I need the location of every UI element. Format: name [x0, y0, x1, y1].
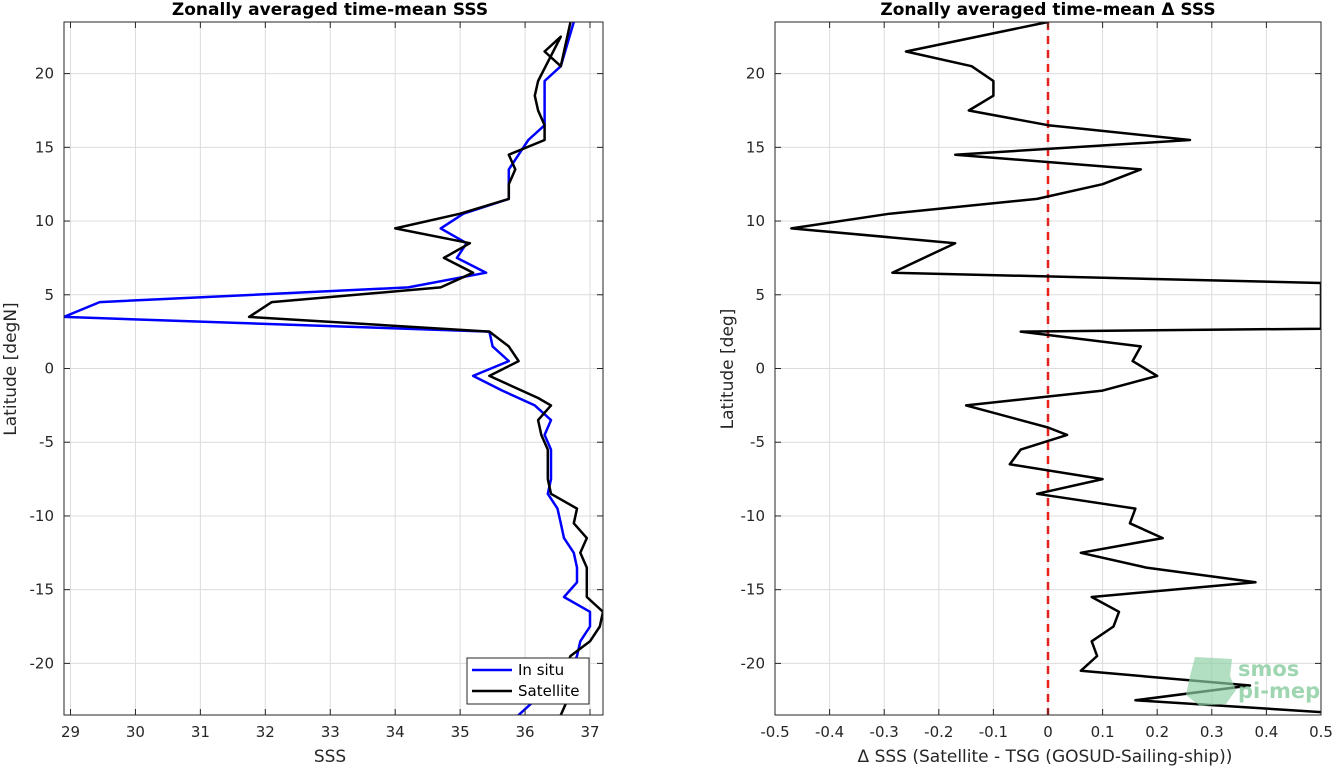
left-y-tick-label: 5 — [44, 286, 54, 304]
right-chart-panel: Zonally averaged time-mean Δ SSS -0.5 -0.… — [718, 0, 1333, 766]
right-x-tick-label: 0.2 — [1145, 723, 1169, 741]
right-y-tick-label: 20 — [746, 65, 765, 83]
left-x-tick-label: 33 — [321, 723, 340, 741]
left-y-tick-label: -5 — [39, 433, 54, 451]
right-x-tick-label: 0.3 — [1200, 723, 1224, 741]
left-x-tick-label: 32 — [256, 723, 275, 741]
left-series-satellite — [247, 22, 603, 715]
left-gridlines — [64, 22, 603, 715]
left-y-tick-label: -10 — [30, 507, 55, 525]
right-x-tick-label: 0.5 — [1309, 723, 1333, 741]
left-y-tick-label: 15 — [35, 138, 54, 156]
right-series-delta-0 — [790, 22, 1321, 714]
right-x-tick-label: 0.1 — [1091, 723, 1115, 741]
logo-line1: smos — [1238, 657, 1299, 681]
smos-pi-mep-logo: smos pi-mep — [1186, 657, 1320, 706]
left-x-tick-label: 35 — [451, 723, 470, 741]
right-y-tick-label: -20 — [741, 654, 766, 672]
right-x-axis-label: Δ SSS (Satellite - TSG (GOSUD-Sailing-sh… — [858, 747, 1233, 766]
right-y-axis-label: Latitude [deg] — [718, 309, 738, 430]
right-x-tick-label: -0.1 — [979, 723, 1008, 741]
left-y-tick-label: -15 — [30, 581, 55, 599]
right-y-tick-label: 0 — [755, 360, 765, 378]
right-x-tick-label: 0 — [1043, 723, 1053, 741]
left-y-tick-label: -20 — [30, 654, 55, 672]
left-x-tick-label: 34 — [386, 723, 405, 741]
logo-map-shape — [1186, 657, 1236, 706]
left-chart-panel: Zonally averaged time-mean SSS 29 30 31 32 3… — [1, 0, 604, 766]
left-y-tick-label: 20 — [35, 65, 54, 83]
left-ticks: 29 30 31 32 33 34 35 36 37 20 15 10 5 0 -5 -10 -15 -20 — [30, 22, 603, 741]
left-y-tick-label: 10 — [35, 212, 54, 230]
left-x-axis-label: SSS — [314, 747, 346, 766]
logo-line2: pi-mep — [1238, 679, 1320, 703]
left-x-tick-label: 36 — [516, 723, 535, 741]
right-x-tick-label: -0.4 — [815, 723, 844, 741]
right-plot-area — [790, 22, 1321, 715]
left-chart-title: Zonally averaged time-mean SSS — [172, 0, 488, 20]
left-x-tick-label: 31 — [191, 723, 210, 741]
left-series-in-situ — [64, 22, 592, 715]
right-x-tick-label: -0.5 — [760, 723, 789, 741]
right-x-tick-label: -0.3 — [870, 723, 899, 741]
left-y-tick-label: 0 — [44, 360, 54, 378]
right-y-tick-label: -15 — [741, 581, 766, 599]
legend-satellite-label: Satellite — [518, 682, 579, 700]
left-x-tick-label: 29 — [61, 723, 80, 741]
right-ticks: -0.5 -0.4 -0.3 -0.2 -0.1 0 0.1 0.2 0.3 0.4 0.5 20 15… — [741, 22, 1333, 741]
left-plot-area — [64, 22, 603, 715]
left-y-axis-label: Latitude [degN] — [1, 302, 21, 435]
right-x-tick-label: 0.4 — [1254, 723, 1278, 741]
right-y-tick-label: -10 — [741, 507, 766, 525]
left-x-tick-label: 37 — [580, 723, 599, 741]
legend-in-situ-label: In situ — [518, 661, 564, 679]
right-y-tick-label: 15 — [746, 138, 765, 156]
right-y-tick-label: 10 — [746, 212, 765, 230]
right-y-tick-label: 5 — [755, 286, 765, 304]
right-x-tick-label: -0.2 — [924, 723, 953, 741]
legend-box — [466, 657, 590, 705]
right-chart-title: Zonally averaged time-mean Δ SSS — [880, 0, 1215, 20]
legend: In situ Satellite — [466, 657, 590, 705]
right-y-tick-label: -5 — [750, 433, 765, 451]
left-x-tick-label: 30 — [126, 723, 145, 741]
